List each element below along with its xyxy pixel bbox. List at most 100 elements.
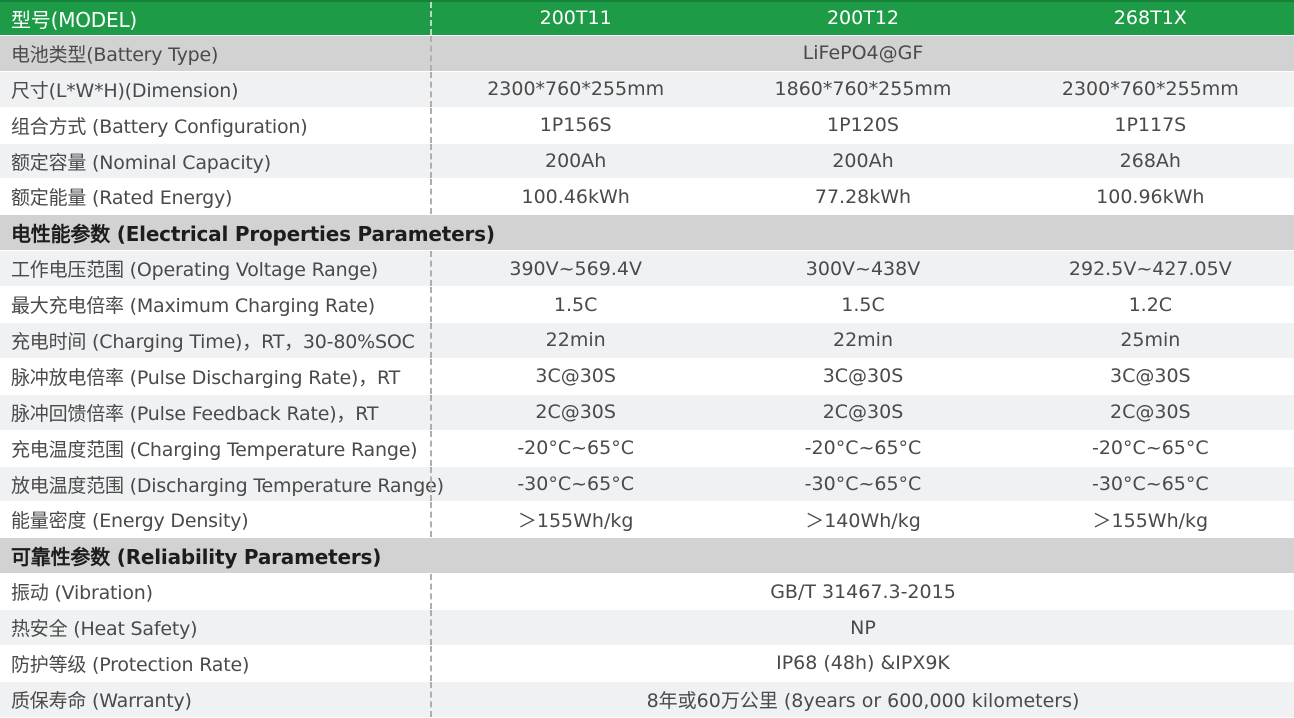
row-values: 100.46kWh 77.28kWh 100.96kWh (430, 179, 1294, 215)
row-label: 放电温度范围 (Discharging Temperature Range) (11, 474, 444, 497)
row-value: 2300*760*255mm (1061, 78, 1239, 101)
model-column-header: 268T1X (1113, 7, 1187, 30)
row-values: 2300*760*255mm 1860*760*255mm 2300*760*255… (430, 71, 1294, 107)
row-value: 2C@30S (822, 401, 904, 424)
spec-row: 最大充电倍率 (Maximum Charging Rate) 1.5C 1.5C 1.… (0, 287, 1294, 324)
spec-row: 充电时间 (Charging Time)，RT，30-80%SOC 22min 22… (0, 323, 1294, 359)
model-column-header: 200T12 (826, 7, 900, 30)
row-value: 268Ah (1119, 150, 1181, 172)
row-value: 1.5C (841, 293, 885, 316)
spec-row: 防护等级 (Protection Rate) IP68 (48h) &IPX9K (0, 646, 1294, 682)
spec-row: 脉冲放电倍率 (Pulse Discharging Rate)，RT 3C@30S… (0, 358, 1294, 395)
row-values: 22min 22min 25min (430, 323, 1294, 358)
row-values: GB/T 31467.3-2015 (430, 574, 1294, 610)
row-value-span: 8年或60万公里 (8years or 600,000 kilometers) (646, 689, 1080, 712)
row-value: 22min (832, 329, 893, 352)
row-value: 1860*760*255mm (774, 78, 952, 101)
table-body: 电池类型(Battery Type) LiFePO4@GF 尺寸(L*W*H)(Di… (0, 35, 1294, 718)
row-label: 脉冲放电倍率 (Pulse Discharging Rate)，RT (11, 366, 401, 389)
row-value-span: LiFePO4@GF (802, 42, 924, 65)
spec-row: 放电温度范围 (Discharging Temperature Range) -3… (0, 466, 1294, 503)
row-label: 电池类型(Battery Type) (11, 43, 219, 66)
row-value: 200Ah (832, 150, 894, 172)
row-values: -20°C~65°C -20°C~65°C -20°C~65°C (430, 430, 1294, 466)
row-value: 22min (545, 329, 606, 352)
section-header-row: 电性能参数 (Electrical Properties Parameters) (0, 215, 1294, 252)
row-label: 脉冲回馈倍率 (Pulse Feedback Rate)，RT (11, 402, 379, 425)
row-value: -30°C~65°C (804, 473, 922, 496)
row-value: ＞155Wh/kg (517, 510, 634, 533)
row-value-span: GB/T 31467.3-2015 (770, 580, 956, 603)
row-value: 200Ah (545, 150, 607, 172)
row-values: ＞155Wh/kg ＞140Wh/kg ＞155Wh/kg (430, 502, 1294, 538)
row-label: 额定容量 (Nominal Capacity) (11, 151, 271, 174)
row-values: 3C@30S 3C@30S 3C@30S (430, 358, 1294, 394)
row-value: -30°C~65°C (517, 473, 634, 496)
row-values: -30°C~65°C -30°C~65°C -30°C~65°C (430, 466, 1294, 502)
row-label: 质保寿命 (Warranty) (11, 689, 192, 712)
row-value: 1.2C (1128, 293, 1173, 316)
row-values: 390V~569.4V 300V~438V 292.5V~427.05V (430, 251, 1294, 287)
row-value: ＞155Wh/kg (1092, 510, 1209, 533)
row-value: 300V~438V (805, 257, 921, 280)
row-label: 热安全 (Heat Safety) (11, 618, 198, 641)
row-values: IP68 (48h) &IPX9K (430, 646, 1294, 681)
row-values: 200Ah 200Ah 268Ah (430, 143, 1294, 179)
spec-row: 质保寿命 (Warranty) 8年或60万公里 (8years or 600,0… (0, 681, 1294, 718)
row-label: 最大充电倍率 (Maximum Charging Rate) (11, 295, 375, 318)
spec-row: 尺寸(L*W*H)(Dimension) 2300*760*255mm 1860*7… (0, 71, 1294, 108)
row-value: 100.96kWh (1096, 185, 1205, 208)
row-value: 1P117S (1114, 114, 1187, 137)
row-label: 尺寸(L*W*H)(Dimension) (11, 79, 239, 102)
row-value: ＞140Wh/kg (805, 510, 921, 533)
row-value: 2C@30S (1110, 401, 1191, 424)
row-value: 100.46kWh (521, 185, 630, 208)
row-value: -20°C~65°C (1091, 437, 1209, 460)
row-label: 充电温度范围 (Charging Temperature Range) (11, 438, 418, 461)
row-values: LiFePO4@GF (430, 35, 1294, 71)
row-value: -20°C~65°C (804, 437, 922, 460)
section-header-row: 可靠性参数 (Reliability Parameters) (0, 538, 1294, 575)
row-label: 充电时间 (Charging Time)，RT，30-80%SOC (11, 330, 415, 353)
spec-row: 振动 (Vibration) GB/T 31467.3-2015 (0, 574, 1294, 611)
row-value: 3C@30S (535, 365, 616, 388)
table-header-row: 型号(MODEL) 200T11 200T12 268T1X (0, 0, 1294, 36)
spec-row: 充电温度范围 (Charging Temperature Range) -20°C… (0, 430, 1294, 467)
row-label: 额定能量 (Rated Energy) (11, 187, 233, 210)
spec-row: 热安全 (Heat Safety) NP (0, 610, 1294, 647)
row-value-span: IP68 (48h) &IPX9K (776, 652, 950, 675)
row-values: 1.5C 1.5C 1.2C (430, 287, 1294, 323)
section-title: 电性能参数 (Electrical Properties Parameters) (11, 222, 495, 247)
spec-row: 额定能量 (Rated Energy) 100.46kWh 77.28kWh 100.… (0, 179, 1294, 216)
row-value: 3C@30S (1110, 365, 1191, 388)
row-values: NP (430, 610, 1294, 646)
spec-row: 脉冲回馈倍率 (Pulse Feedback Rate)，RT 2C@30S 2C@… (0, 394, 1294, 431)
spec-row: 额定容量 (Nominal Capacity) 200Ah 200Ah 268Ah (0, 143, 1294, 180)
row-value: 1P120S (827, 114, 899, 137)
row-value: 3C@30S (822, 365, 904, 388)
spec-row: 工作电压范围 (Operating Voltage Range) 390V~569… (0, 251, 1294, 288)
row-values: 1P156S 1P120S 1P117S (430, 107, 1294, 143)
spec-row: 能量密度 (Energy Density) ＞155Wh/kg ＞140Wh/kg ＞… (0, 502, 1294, 539)
spec-row: 电池类型(Battery Type) LiFePO4@GF (0, 35, 1294, 72)
model-header-label: 型号(MODEL) (11, 7, 137, 32)
row-value: 292.5V~427.05V (1068, 257, 1232, 280)
row-label: 能量密度 (Energy Density) (11, 510, 249, 533)
row-value: -20°C~65°C (517, 437, 634, 460)
row-value: 25min (1120, 329, 1181, 352)
row-value: 390V~569.4V (509, 257, 642, 280)
row-value: 2300*760*255mm (487, 78, 665, 101)
section-title: 可靠性参数 (Reliability Parameters) (11, 545, 382, 570)
row-label: 工作电压范围 (Operating Voltage Range) (11, 259, 379, 282)
row-label: 防护等级 (Protection Rate) (11, 653, 250, 676)
row-value: 1P156S (539, 114, 612, 137)
row-value: 2C@30S (535, 401, 616, 424)
model-header-values: 200T11 200T12 268T1X (430, 2, 1294, 35)
row-value: 1.5C (553, 293, 598, 316)
model-column-header: 200T11 (539, 7, 612, 30)
row-label: 组合方式 (Battery Configuration) (11, 115, 308, 138)
row-value: -30°C~65°C (1091, 473, 1209, 496)
row-values: 8年或60万公里 (8years or 600,000 kilometers) (430, 681, 1294, 717)
row-value: 77.28kWh (814, 185, 912, 208)
